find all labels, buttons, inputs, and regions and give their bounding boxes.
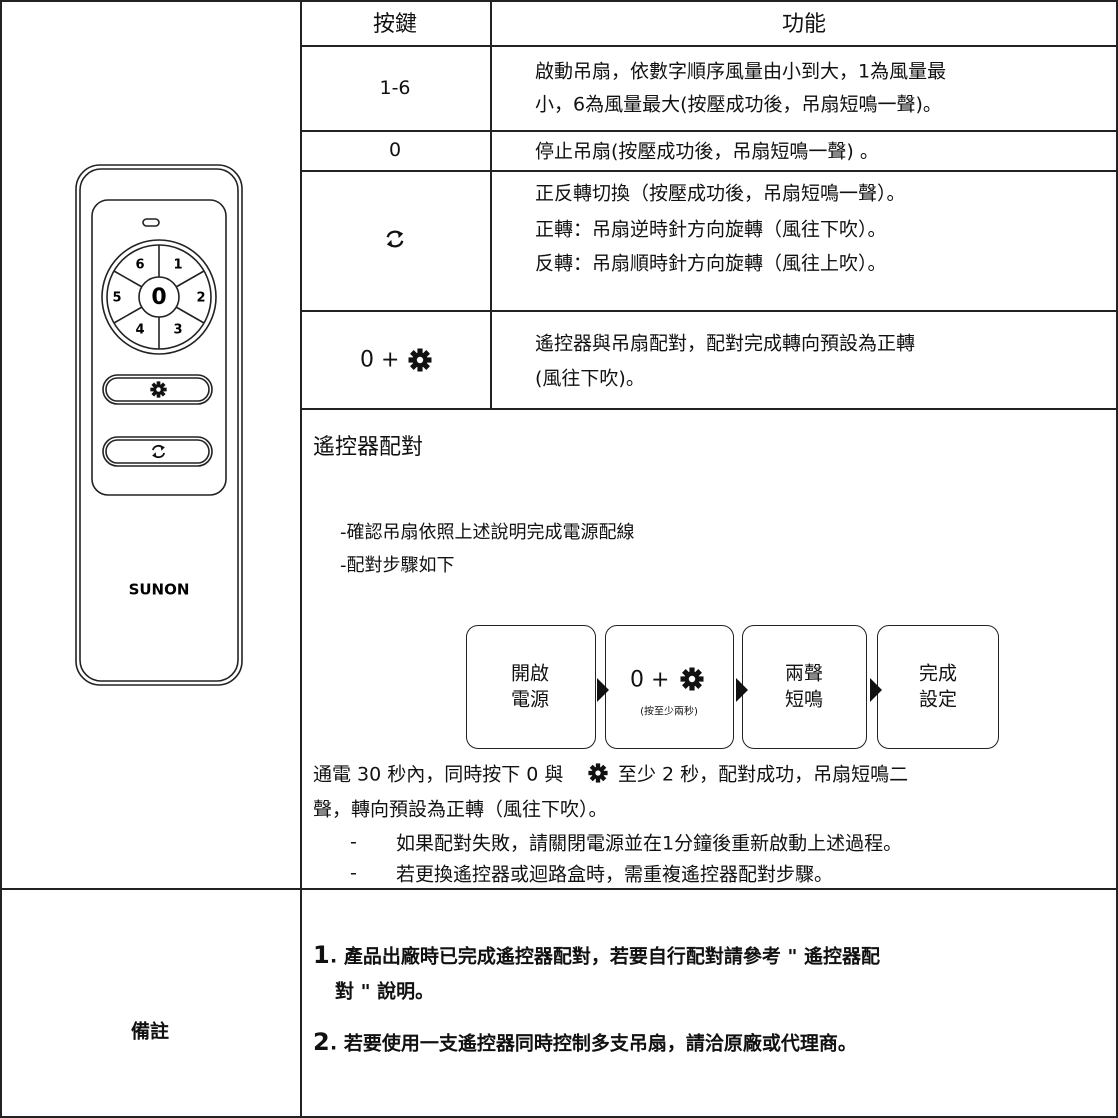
function-text: 遙控器與吊扇配對，配對完成轉向預設為正轉 <box>535 332 916 355</box>
header: 功能 <box>781 12 827 37</box>
flow-note: (按至少兩秒) <box>640 706 698 718</box>
bullet: 若更換遙控器或迴路盒時，需重複遙控器配對步驟。 <box>396 863 834 886</box>
flow-text: 開啟 <box>510 662 550 685</box>
key: 0 <box>388 139 402 161</box>
function-text: 反轉：吊扇順時針方向旋轉（風往上吹）。 <box>535 252 887 275</box>
paragraph: 聲，轉向預設為正轉（風往下吹）。 <box>313 798 608 821</box>
note-text: 對 " 說明。 <box>335 980 435 1003</box>
button-label: 0 <box>151 285 166 310</box>
border <box>300 0 302 1118</box>
function-text: 正轉：吊扇逆時針方向旋轉（風往下吹）。 <box>535 218 887 241</box>
gear-icon <box>588 763 608 783</box>
function-text: 停止吊扇(按壓成功後，吊扇短鳴一聲) 。 <box>535 140 879 163</box>
border <box>300 170 1118 172</box>
brand: SUNON <box>129 581 190 599</box>
flow-text: 完成 <box>918 662 958 685</box>
paragraph: 通電 30 秒內，同時按下 0 與 <box>313 763 564 786</box>
note-number: 1 <box>313 941 330 969</box>
flow-text: 設定 <box>918 688 958 711</box>
header: 按鍵 <box>372 12 418 37</box>
border <box>300 130 1118 132</box>
gear-icon <box>408 348 432 372</box>
function-text: 啟動吊扇，依數字順序風量由小到大，1為風量最 <box>535 60 947 83</box>
button-label: 1 <box>173 258 182 273</box>
gear-icon <box>680 667 704 691</box>
notes-label: 備註 <box>130 1020 170 1043</box>
button-label: 3 <box>173 323 182 338</box>
flow-box <box>466 625 596 749</box>
bullet-mark: - <box>350 831 357 853</box>
swap-icon <box>385 229 405 249</box>
key: 1-6 <box>379 77 411 99</box>
note-text: . 產品出廠時已完成遙控器配對，若要自行配對請參考 " 遙控器配 <box>330 945 880 968</box>
button-label: 2 <box>196 291 205 306</box>
function-text: 小，6為風量最大(按壓成功後，吊扇短鳴一聲)。 <box>535 93 942 116</box>
bullet: 如果配對失敗，請關閉電源並在1分鐘後重新啟動上述過程。 <box>396 832 903 855</box>
button-label: 4 <box>135 323 144 338</box>
step: -確認吊扇依照上述說明完成電源配線 <box>340 522 635 543</box>
note-text: . 若要使用一支遙控器同時控制多支吊扇，請洽原廠或代理商。 <box>330 1032 857 1055</box>
key: 0 + <box>360 347 400 373</box>
border <box>300 310 1118 312</box>
section-title: 遙控器配對 <box>313 435 424 460</box>
flow-text: 短鳴 <box>784 688 824 711</box>
border <box>0 0 1118 2</box>
border <box>0 1116 1118 1118</box>
step: -配對步驟如下 <box>340 555 455 576</box>
border <box>300 408 1118 410</box>
function-text: 正反轉切換（按壓成功後，吊扇短鳴一聲）。 <box>535 182 906 205</box>
bullet-mark: - <box>350 862 357 884</box>
border <box>300 45 1118 47</box>
paragraph: 至少 2 秒，配對成功，吊扇短鳴二 <box>618 763 909 786</box>
note-number: 2 <box>313 1028 330 1056</box>
remote: 6 1 5 0 2 4 3 SUNON <box>75 164 243 686</box>
flow-text: 兩聲 <box>784 662 824 685</box>
function-text: (風往下吹)。 <box>535 367 645 390</box>
border <box>0 0 2 1118</box>
button-label: 5 <box>112 291 121 306</box>
flow-text: 電源 <box>510 688 550 711</box>
flow-text: 0 + <box>630 667 670 693</box>
border <box>1116 0 1118 1118</box>
border <box>490 0 492 408</box>
border <box>0 888 1118 890</box>
flow-arrows <box>597 678 882 702</box>
button-label: 6 <box>135 258 144 273</box>
